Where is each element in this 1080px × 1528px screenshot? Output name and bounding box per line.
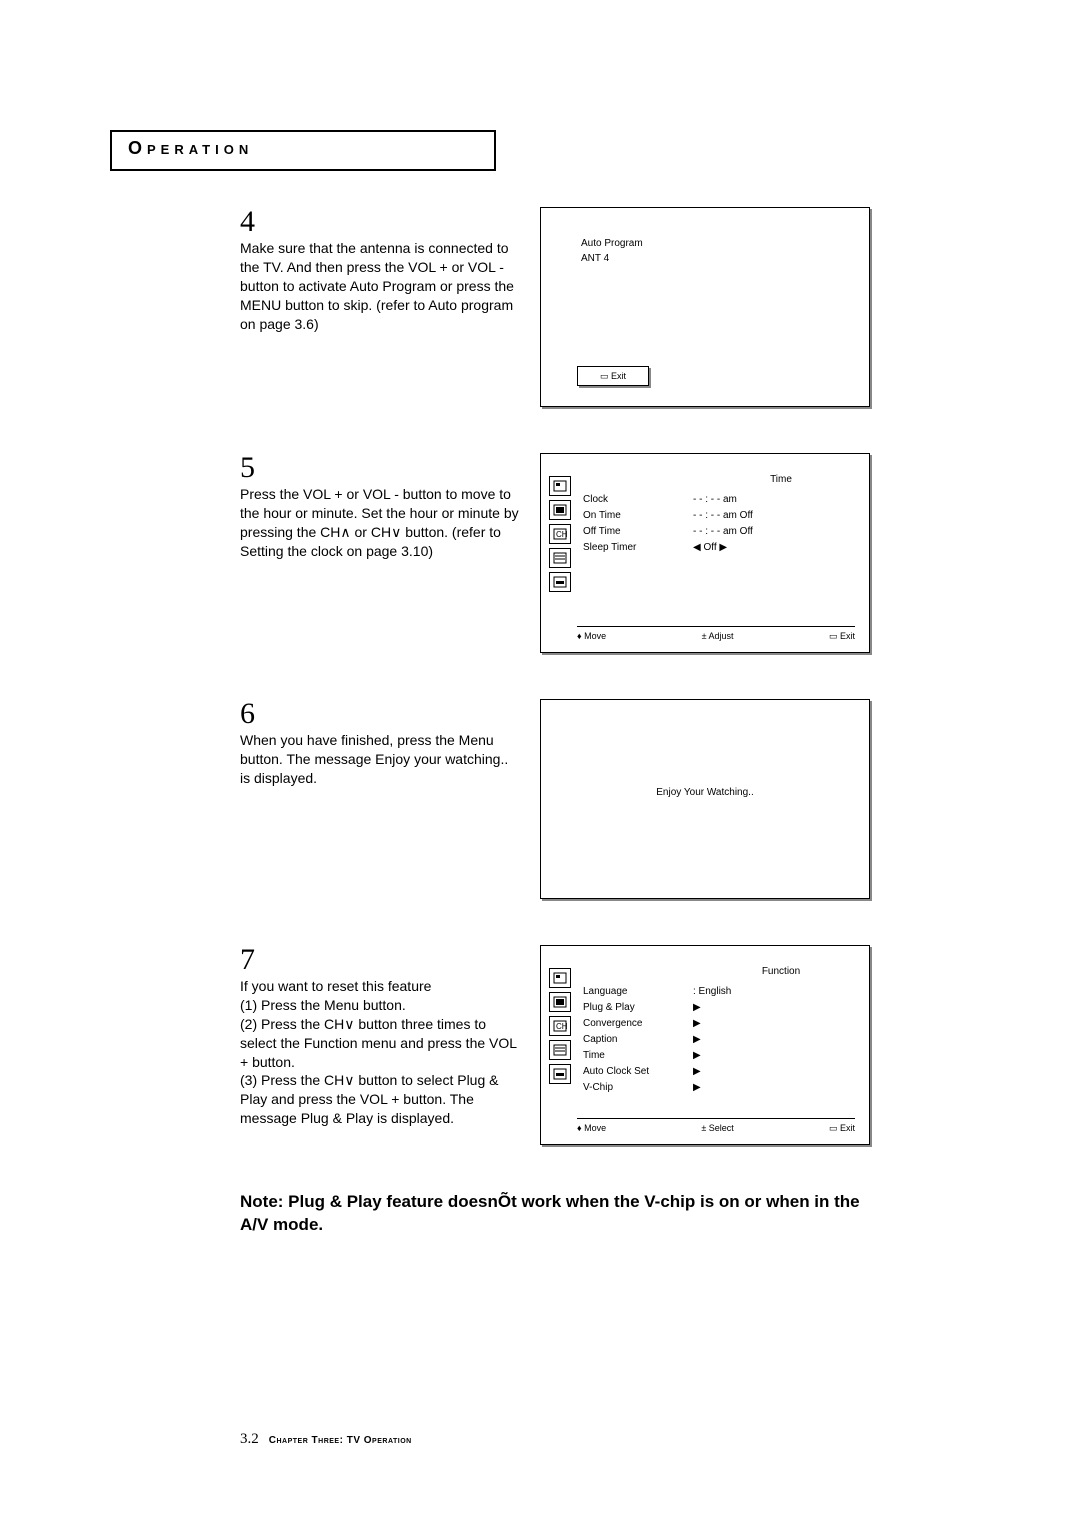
step-6-number: 6 xyxy=(240,699,520,729)
footer-select: ± Select xyxy=(701,1123,733,1134)
menu-row: Language: English xyxy=(583,984,859,1000)
step-7-body: If you want to reset this feature (1) Pr… xyxy=(240,977,520,1128)
exit-button: ▭ Exit xyxy=(577,366,649,386)
menu-row: Off Time- - : - - am Off xyxy=(583,524,859,540)
step-7: 7 If you want to reset this feature (1) … xyxy=(240,945,880,1145)
menu-row: Sleep Timer◀ Off ▶ xyxy=(583,540,859,556)
menu-row: Time▶ xyxy=(583,1048,859,1064)
menu-icon-2 xyxy=(549,500,571,520)
row-val: - - : - - am Off xyxy=(673,508,859,524)
row-label: Clock xyxy=(583,492,673,508)
menu-icon-2 xyxy=(549,992,571,1012)
menu-row: V-Chip▶ xyxy=(583,1080,859,1096)
row-label: On Time xyxy=(583,508,673,524)
chapter-label: Chapter Three: TV Operation xyxy=(269,1435,412,1446)
row-label: Time xyxy=(583,1048,673,1064)
step-7-menu-title: Function xyxy=(701,966,861,977)
menu-icon-5 xyxy=(549,572,571,592)
row-val: ▶ xyxy=(673,1080,859,1096)
auto-program-box: Auto Program ANT 4 xyxy=(581,238,829,264)
step-4-body: Make sure that the antenna is connected … xyxy=(240,239,520,333)
menu-row: Plug & Play▶ xyxy=(583,1000,859,1016)
step-7-screen: CH Function Language: English Plug & Pla… xyxy=(540,945,870,1145)
menu-row: Auto Clock Set▶ xyxy=(583,1064,859,1080)
footer-move: ♦ Move xyxy=(577,631,606,642)
menu-icon-1 xyxy=(549,968,571,988)
row-label: Convergence xyxy=(583,1016,673,1032)
step-5-body: Press the VOL + or VOL - button to move … xyxy=(240,485,520,561)
auto-program-line1: Auto Program xyxy=(581,238,829,249)
row-label: Caption xyxy=(583,1032,673,1048)
row-val: ◀ Off ▶ xyxy=(673,540,859,556)
page-footer: 3.2 Chapter Three: TV Operation xyxy=(240,1431,412,1448)
svg-text:CH: CH xyxy=(556,530,567,539)
svg-text:CH: CH xyxy=(556,1022,567,1031)
header-box: Operation xyxy=(110,130,496,171)
step-5-menu-title: Time xyxy=(701,474,861,485)
menu-icons-col: CH xyxy=(549,968,571,1084)
step-6-screen: Enjoy Your Watching.. xyxy=(540,699,870,899)
row-label: Auto Clock Set xyxy=(583,1064,673,1080)
menu-row: Caption▶ xyxy=(583,1032,859,1048)
menu-icon-4 xyxy=(549,548,571,568)
menu-icon-3: CH xyxy=(549,1016,571,1036)
row-val: ▶ xyxy=(673,1000,859,1016)
row-val: ▶ xyxy=(673,1064,859,1080)
step-4-screen: Auto Program ANT 4 ▭ Exit xyxy=(540,207,870,407)
row-val: ▶ xyxy=(673,1048,859,1064)
row-val: - - : - - am xyxy=(673,492,859,508)
step-6-body: When you have finished, press the Menu b… xyxy=(240,731,520,788)
menu-icon-4 xyxy=(549,1040,571,1060)
menu-row: Convergence▶ xyxy=(583,1016,859,1032)
step-5-text: 5 Press the VOL + or VOL - button to mov… xyxy=(240,453,520,561)
step-4-text: 4 Make sure that the antenna is connecte… xyxy=(240,207,520,333)
menu-icon-1 xyxy=(549,476,571,496)
step-5-menu-footer: ♦ Move ± Adjust ▭ Exit xyxy=(577,626,855,642)
step-5-number: 5 xyxy=(240,453,520,483)
footer-exit: ▭ Exit xyxy=(829,1123,855,1134)
note-text: Note: Plug & Play feature doesnÕt work w… xyxy=(240,1191,860,1237)
row-val: - - : - - am Off xyxy=(673,524,859,540)
content-area: 4 Make sure that the antenna is connecte… xyxy=(240,207,880,1145)
row-val: : English xyxy=(673,984,859,1000)
auto-program-line2: ANT 4 xyxy=(581,253,829,264)
row-label: Language xyxy=(583,984,673,1000)
step-7-menu-footer: ♦ Move ± Select ▭ Exit xyxy=(577,1118,855,1134)
step-5-menu-rows: Clock- - : - - am On Time- - : - - am Of… xyxy=(583,492,859,556)
menu-icon-5 xyxy=(549,1064,571,1084)
header-title: Operation xyxy=(128,138,253,158)
step-7-text: 7 If you want to reset this feature (1) … xyxy=(240,945,520,1128)
step-4: 4 Make sure that the antenna is connecte… xyxy=(240,207,880,407)
footer-exit: ▭ Exit xyxy=(829,631,855,642)
page-number: 3.2 xyxy=(240,1431,259,1447)
footer-move: ♦ Move xyxy=(577,1123,606,1134)
menu-icon-3: CH xyxy=(549,524,571,544)
row-label: Sleep Timer xyxy=(583,540,673,556)
step-5: 5 Press the VOL + or VOL - button to mov… xyxy=(240,453,880,653)
row-label: Off Time xyxy=(583,524,673,540)
menu-row: Clock- - : - - am xyxy=(583,492,859,508)
enjoy-message: Enjoy Your Watching.. xyxy=(541,787,869,798)
step-6-text: 6 When you have finished, press the Menu… xyxy=(240,699,520,788)
page: Operation 4 Make sure that the antenna i… xyxy=(0,0,1080,1528)
menu-row: On Time- - : - - am Off xyxy=(583,508,859,524)
row-label: Plug & Play xyxy=(583,1000,673,1016)
row-val: ▶ xyxy=(673,1032,859,1048)
footer-adjust: ± Adjust xyxy=(702,631,734,642)
step-7-number: 7 xyxy=(240,945,520,975)
step-4-number: 4 xyxy=(240,207,520,237)
step-5-screen: CH Time Clock- - : - - am On Time- - : -… xyxy=(540,453,870,653)
step-7-menu-rows: Language: English Plug & Play▶ Convergen… xyxy=(583,984,859,1096)
row-label: V-Chip xyxy=(583,1080,673,1096)
step-6: 6 When you have finished, press the Menu… xyxy=(240,699,880,899)
exit-label: ▭ Exit xyxy=(600,371,626,382)
menu-icons-col: CH xyxy=(549,476,571,592)
row-val: ▶ xyxy=(673,1016,859,1032)
